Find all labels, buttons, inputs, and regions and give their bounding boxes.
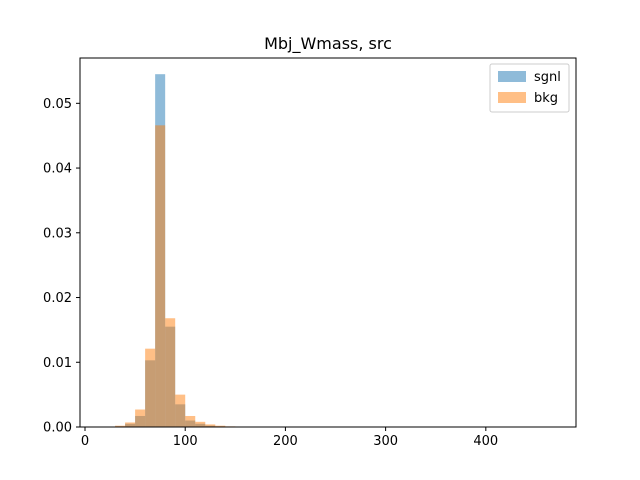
legend-label-sgnl: sgnl xyxy=(534,70,561,85)
y-tick-label-5: 0.05 xyxy=(43,97,72,112)
legend: sgnl bkg xyxy=(489,63,570,113)
plot-area xyxy=(79,57,577,428)
bar-bkg-2 xyxy=(125,422,136,427)
bar-bkg-6 xyxy=(165,318,176,427)
bar-bkg-5 xyxy=(155,125,166,427)
bar-bkg-8 xyxy=(185,415,196,427)
bar-bkg-10 xyxy=(205,424,216,427)
bar-bkg-7 xyxy=(175,394,186,427)
chart-title: Mbj_Wmass, src xyxy=(264,34,392,54)
bar-bkg-3 xyxy=(135,409,146,427)
axes-frame xyxy=(79,57,577,428)
legend-swatch-bkg xyxy=(498,92,526,103)
legend-swatch-sgnl xyxy=(498,71,526,82)
x-tick-label-0: 0 xyxy=(81,434,89,449)
bar-bkg-4 xyxy=(145,348,156,427)
x-tick-label-200: 200 xyxy=(273,434,298,449)
legend-label-bkg: bkg xyxy=(534,91,558,106)
x-tick-label-400: 400 xyxy=(473,434,498,449)
y-tick-label-3: 0.03 xyxy=(43,226,72,241)
bar-bkg-9 xyxy=(195,421,206,427)
y-tick-label-1: 0.01 xyxy=(43,356,72,371)
x-tick-label-300: 300 xyxy=(373,434,398,449)
x-tick-label-100: 100 xyxy=(173,434,198,449)
x-axis: 0 100 200 300 400 xyxy=(81,427,498,449)
bar-bkg-1 xyxy=(115,425,126,427)
bar-bkg-11 xyxy=(215,425,226,427)
y-tick-label-0: 0.00 xyxy=(43,421,72,436)
y-tick-label-2: 0.02 xyxy=(43,291,72,306)
y-axis: 0.00 0.01 0.02 0.03 0.04 0.05 xyxy=(43,97,80,436)
y-tick-label-4: 0.04 xyxy=(43,162,72,177)
